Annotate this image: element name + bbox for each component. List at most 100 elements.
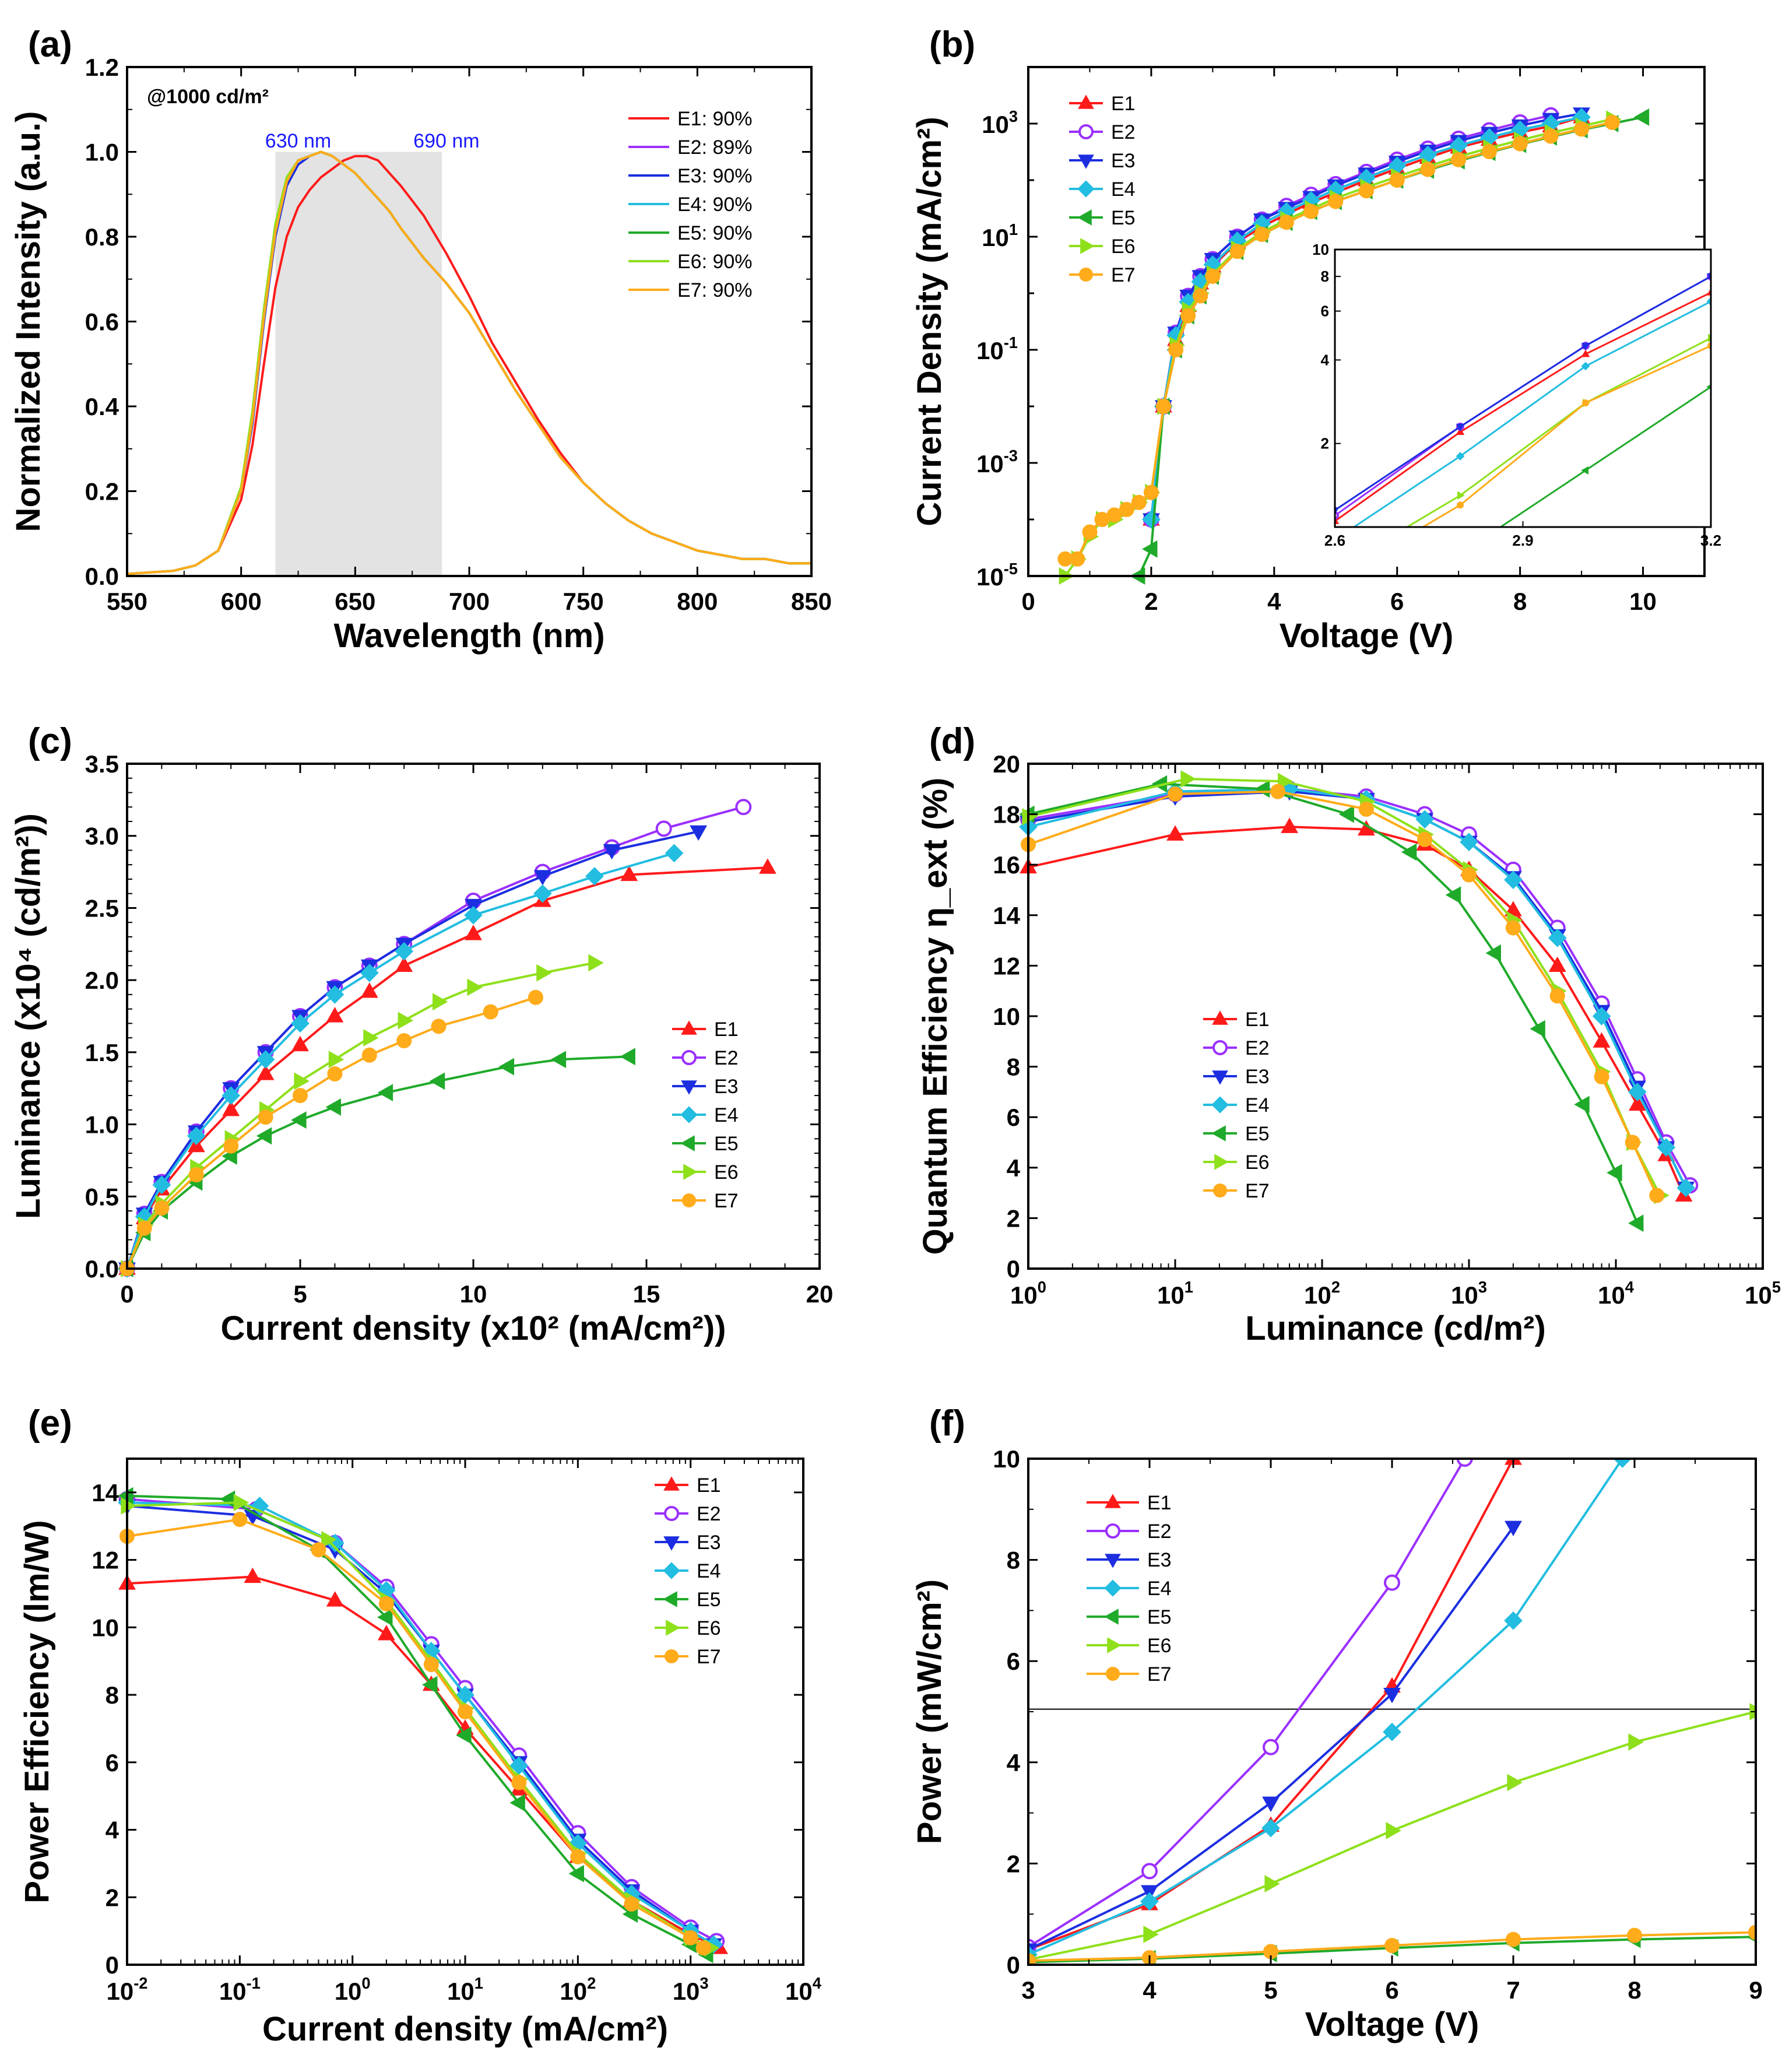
inset-x-tick-label: 3.2 xyxy=(1700,532,1721,549)
data-point-E7 xyxy=(1270,784,1286,799)
data-point-E7 xyxy=(1168,786,1183,802)
inset-line-E7 xyxy=(1421,345,1711,527)
panel-label: (b) xyxy=(929,24,975,65)
inset-point-E5 xyxy=(1581,466,1588,475)
data-point-E7 xyxy=(1461,867,1477,883)
x-axis-title: Luminance (cd/m²) xyxy=(1245,1309,1546,1347)
inset-y-tick-label: 8 xyxy=(1321,268,1329,285)
data-point-E5 xyxy=(568,1864,584,1883)
data-point-E4 xyxy=(1676,1178,1696,1197)
data-point-E6 xyxy=(1386,1822,1401,1839)
x-tick-label: 20 xyxy=(806,1280,834,1308)
data-point-E7 xyxy=(423,1656,439,1672)
y-axis-title: Power Efficiency (lm/W) xyxy=(18,1520,56,1903)
y-tick-label: 0.0 xyxy=(85,1255,119,1283)
y-tick-label: 1.5 xyxy=(85,1039,119,1066)
data-point-E1 xyxy=(326,1591,344,1607)
y-tick-label: 0.5 xyxy=(85,1183,119,1210)
x-tick-label: 750 xyxy=(563,588,604,615)
y-tick-label: 2 xyxy=(106,1884,119,1911)
series-line-E6 xyxy=(126,961,595,1269)
data-point-E4 xyxy=(1261,1818,1280,1838)
legend-label-E1: E1 xyxy=(1147,1492,1172,1514)
legend-marker-E5 xyxy=(680,1135,695,1151)
data-point-E4 xyxy=(222,1086,241,1105)
data-point-E7 xyxy=(293,1088,308,1104)
legend-label-E2: E2 xyxy=(1111,121,1136,143)
data-point-E4 xyxy=(152,1175,171,1195)
legend-marker-E6 xyxy=(1107,1637,1122,1653)
data-point-E5 xyxy=(1530,1020,1545,1038)
y-tick-label: 6 xyxy=(1007,1648,1020,1675)
y-tick-label: 18 xyxy=(993,801,1020,828)
data-point-E5 xyxy=(1607,1164,1622,1182)
data-point-E7 xyxy=(1143,484,1159,500)
y-tick-label: 10 xyxy=(993,1445,1020,1473)
inset-background xyxy=(1335,250,1711,527)
data-point-E7 xyxy=(1748,1924,1756,1940)
y-tick-label: 1.0 xyxy=(85,139,119,166)
data-point-E4 xyxy=(187,1126,206,1146)
data-point-E1 xyxy=(244,1567,262,1583)
data-point-E7 xyxy=(1193,288,1208,304)
data-point-E4 xyxy=(1460,833,1478,852)
y-tick-label: 0.8 xyxy=(85,223,119,251)
legend-label-E3: E3: 90% xyxy=(677,165,753,187)
data-point-E7 xyxy=(1604,114,1620,130)
legend-label-E5: E5 xyxy=(1111,207,1136,229)
y-tick-label: 2.0 xyxy=(85,967,119,994)
data-point-E7 xyxy=(1505,920,1521,936)
data-point-E5 xyxy=(291,1111,307,1129)
data-point-E7 xyxy=(1506,1931,1521,1947)
data-point-E7 xyxy=(223,1138,239,1154)
y-axis-title: Current Density (mA/cm²) xyxy=(911,117,948,526)
legend-label-E1: E1: 90% xyxy=(677,108,753,130)
legend-marker-E2 xyxy=(1212,1040,1228,1055)
x-tick-label: 15 xyxy=(633,1280,660,1308)
legend-label-E7: E7 xyxy=(697,1646,721,1668)
panel-label: (d) xyxy=(929,721,975,761)
legend-marker-E2 xyxy=(664,1506,679,1521)
y-tick-label: 20 xyxy=(993,750,1020,778)
data-point-E5 xyxy=(1142,540,1158,558)
data-point-E1 xyxy=(1628,1095,1646,1111)
y-tick-label: 0.6 xyxy=(85,308,119,336)
chart-b: 0 2 4 6 8 10 10-5 10-3 10-1 101 103 Voltage (V) Curr… xyxy=(911,24,1721,655)
data-point-E5 xyxy=(421,1676,438,1694)
data-point-E7 xyxy=(431,1019,447,1034)
legend-label-E2: E2 xyxy=(697,1503,721,1525)
data-point-E4 xyxy=(1628,1083,1647,1101)
x-tick-label: 8 xyxy=(1628,1976,1641,2004)
data-point-E2 xyxy=(1141,1863,1158,1880)
data-point-E7 xyxy=(1070,551,1085,567)
inset-point-E5 xyxy=(1331,607,1337,614)
x-tick-label: 2 xyxy=(1144,588,1158,615)
data-point-E5 xyxy=(256,1127,272,1145)
x-tick-label: 100 xyxy=(335,1974,371,2005)
inset-x-tick-label: 2.9 xyxy=(1512,532,1533,549)
data-point-E3 xyxy=(603,844,621,860)
data-point-E3 xyxy=(690,825,708,841)
legend-marker-E2 xyxy=(681,1050,697,1065)
data-point-E7 xyxy=(695,1940,711,1956)
data-point-E6 xyxy=(588,954,604,972)
y-tick-label: 8 xyxy=(1007,1053,1020,1081)
data-point-E7 xyxy=(1358,801,1374,817)
x-tick-label: 104 xyxy=(785,1974,822,2005)
data-point-E7 xyxy=(232,1512,248,1527)
data-point-E6 xyxy=(1022,808,1038,826)
legend-label-E7: E7: 90% xyxy=(677,279,753,301)
inset-point-E1 xyxy=(1456,427,1465,436)
y-tick-label: 4 xyxy=(1007,1749,1021,1776)
legend-label-E6: E6 xyxy=(1245,1151,1270,1174)
x-tick-label: 650 xyxy=(335,588,375,615)
data-point-E2 xyxy=(1263,1739,1279,1755)
legend-marker-E1 xyxy=(681,1020,697,1035)
data-point-E4 xyxy=(325,985,345,1004)
legend-marker-E3 xyxy=(681,1080,697,1095)
series-line-E3 xyxy=(126,1505,715,1946)
x-axis-title: Current density (x10² (mA/cm²)) xyxy=(221,1309,726,1347)
y-tick-label: 2 xyxy=(1007,1204,1020,1232)
data-point-E6 xyxy=(1180,770,1196,788)
data-point-E7 xyxy=(624,1896,639,1912)
